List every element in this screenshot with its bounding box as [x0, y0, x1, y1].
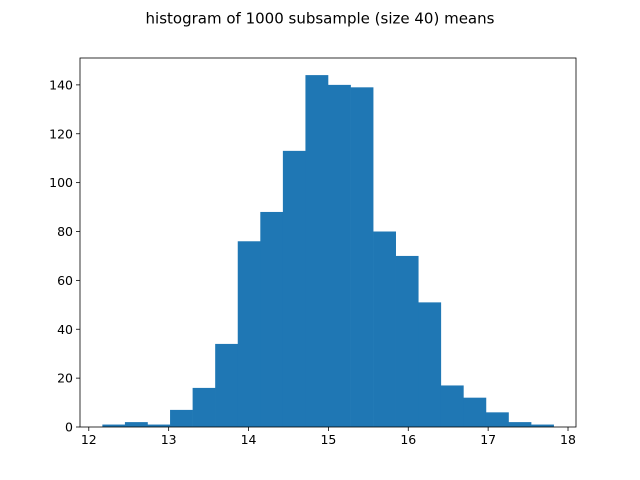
histogram-bar — [350, 87, 374, 428]
y-tick-label: 40 — [57, 322, 73, 337]
y-tick-label: 0 — [65, 420, 73, 435]
y-tick-label: 20 — [57, 371, 73, 386]
x-tick-label: 18 — [560, 432, 576, 447]
histogram-bar — [147, 424, 171, 427]
x-tick-label: 13 — [161, 432, 177, 447]
y-tick-label: 100 — [49, 175, 73, 190]
x-axis: 12 13 14 15 16 17 18 — [81, 427, 576, 447]
histogram-bar — [395, 255, 419, 427]
histogram-bar — [418, 302, 442, 427]
x-tick-label: 16 — [400, 432, 416, 447]
histogram-bar — [124, 422, 148, 427]
histogram-bar — [485, 412, 509, 427]
y-axis: 0 20 40 60 80 100 120 140 — [49, 77, 80, 435]
x-tick-label: 15 — [320, 432, 336, 447]
histogram-bar — [237, 241, 261, 427]
histogram-bar — [373, 231, 396, 427]
histogram-bar — [463, 397, 487, 427]
histogram-bar — [260, 211, 284, 427]
histogram-bar — [215, 343, 239, 427]
x-tick-label: 14 — [241, 432, 257, 447]
histogram-bar — [328, 84, 351, 427]
histogram-bar — [282, 150, 306, 427]
y-tick-label: 140 — [49, 77, 73, 92]
x-tick-label: 12 — [81, 432, 97, 447]
y-tick-label: 80 — [57, 224, 73, 239]
chart-title: histogram of 1000 subsample (size 40) me… — [146, 10, 495, 28]
bars-group — [102, 75, 554, 428]
histogram-bar — [531, 424, 554, 427]
plot-frame — [79, 57, 577, 428]
histogram-bar — [102, 424, 126, 427]
histogram-bar — [305, 75, 329, 427]
y-tick-label: 60 — [57, 273, 73, 288]
y-tick-label: 120 — [49, 126, 73, 141]
histogram-bar — [508, 422, 532, 427]
x-tick-label: 17 — [480, 432, 496, 447]
histogram-bar — [440, 385, 464, 427]
histogram-bar — [192, 387, 216, 427]
histogram-bar — [170, 409, 193, 427]
